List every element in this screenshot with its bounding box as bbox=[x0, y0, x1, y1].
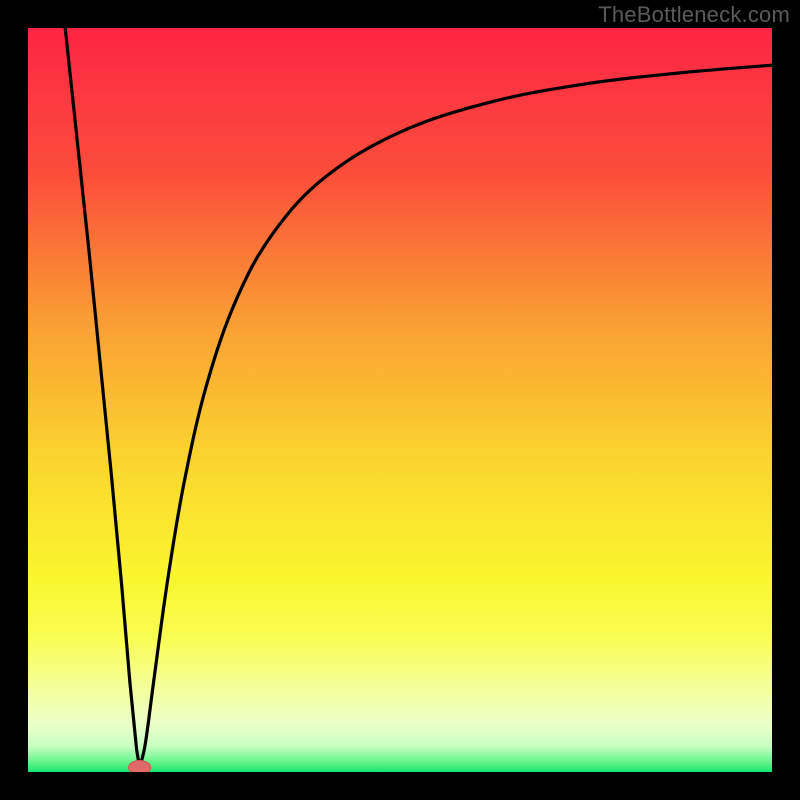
bottleneck-chart bbox=[0, 0, 800, 800]
plot-background bbox=[28, 28, 772, 772]
chart-container: TheBottleneck.com bbox=[0, 0, 800, 800]
watermark-text: TheBottleneck.com bbox=[598, 2, 790, 28]
